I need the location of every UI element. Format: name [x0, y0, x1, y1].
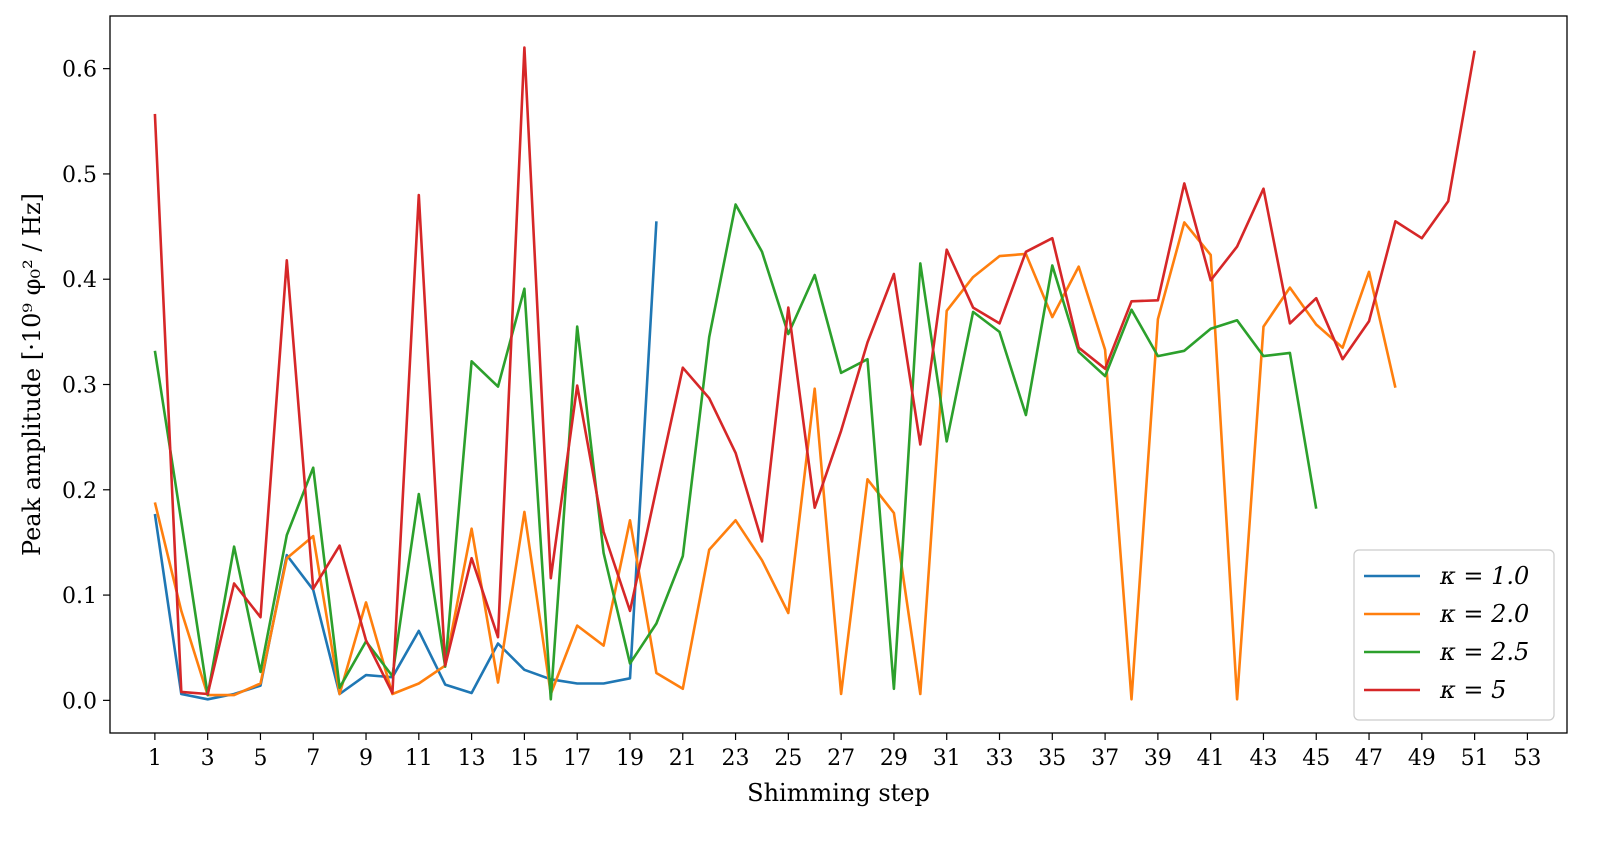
x-tick-label: 9 — [359, 746, 373, 771]
x-tick-label: 33 — [986, 746, 1014, 771]
series-line-2 — [153, 221, 1397, 701]
x-tick-label: 11 — [405, 746, 433, 771]
x-tick-label: 3 — [201, 746, 215, 771]
axes-layer: 1 3 5 7 9 11 13 15 17 19 21 23 25 27 29 31 33 35 37 39 41 43 4… — [62, 15, 1568, 771]
x-tick-label: 1 — [148, 746, 162, 771]
y-tick-label: 0.6 — [62, 58, 97, 83]
x-tick-label: 35 — [1038, 746, 1066, 771]
legend-label-4: κ = 5 — [1439, 676, 1506, 704]
y-tick-label: 0.0 — [62, 689, 97, 714]
x-tick-label: 43 — [1249, 746, 1277, 771]
x-tick-label: 45 — [1302, 746, 1330, 771]
x-tick-label: 31 — [933, 746, 961, 771]
x-tick-label: 41 — [1197, 746, 1225, 771]
x-tick-label: 5 — [253, 746, 267, 771]
x-tick-label: 39 — [1144, 746, 1172, 771]
y-tick-label: 0.5 — [62, 163, 97, 188]
x-tick-label: 27 — [827, 746, 855, 771]
x-tick-label: 19 — [616, 746, 644, 771]
x-tick-label: 37 — [1091, 746, 1119, 771]
x-tick-label: 51 — [1461, 746, 1489, 771]
x-tick-label: 13 — [458, 746, 486, 771]
x-tick-label: 21 — [669, 746, 697, 771]
series-line-3 — [153, 203, 1318, 701]
x-tick-label: 49 — [1408, 746, 1436, 771]
y-axis-label: Peak amplitude [·10⁹ φ₀² / Hz] — [18, 193, 46, 556]
x-axis-label: Shimming step — [747, 779, 930, 807]
y-tick-label: 0.3 — [62, 374, 97, 399]
y-tick-label: 0.1 — [62, 584, 97, 609]
y-tick-label: 0.2 — [62, 479, 97, 504]
legend-label-2: κ = 2.0 — [1439, 600, 1529, 628]
x-tick-label: 7 — [306, 746, 320, 771]
x-tick-label: 29 — [880, 746, 908, 771]
x-tick-label: 25 — [774, 746, 802, 771]
legend-label-1: κ = 1.0 — [1439, 562, 1529, 590]
x-tick-label: 23 — [722, 746, 750, 771]
x-tick-label: 47 — [1355, 746, 1383, 771]
x-tick-label: 17 — [563, 746, 591, 771]
plot-frame — [109, 15, 1568, 734]
legend-label-3: κ = 2.5 — [1439, 638, 1529, 666]
series-line-4 — [153, 46, 1476, 696]
x-tick-label: 15 — [510, 746, 538, 771]
legend-box — [1353, 549, 1555, 721]
y-tick-label: 0.4 — [62, 268, 97, 293]
series-layer — [153, 46, 1476, 701]
legend: κ = 1.0 κ = 2.0 κ = 2.5 κ = 5 — [1353, 549, 1555, 721]
x-tick-label: 53 — [1513, 746, 1541, 771]
